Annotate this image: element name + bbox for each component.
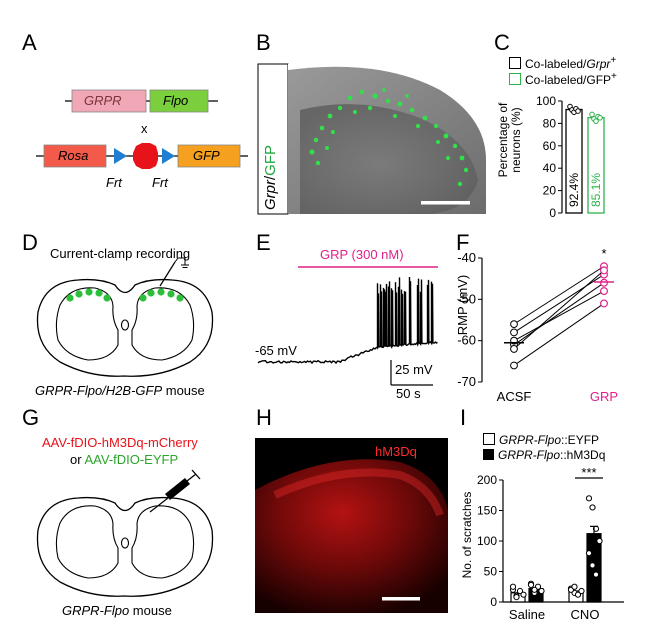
i-point <box>586 496 591 501</box>
i-point <box>579 588 584 593</box>
i-y-tick-label: 200 <box>477 473 497 487</box>
i-point <box>590 563 595 568</box>
i-y-tick-label: 50 <box>484 565 498 579</box>
i-point <box>590 505 595 510</box>
i-point <box>586 551 591 556</box>
i-point <box>521 592 526 597</box>
i-point <box>593 572 598 577</box>
i-x-label: Saline <box>509 607 545 622</box>
i-point <box>532 587 537 592</box>
i-point <box>510 584 515 589</box>
i-x-label: CNO <box>571 607 600 622</box>
i-point <box>597 538 602 543</box>
i-significance: *** <box>581 465 596 480</box>
i-point <box>539 588 544 593</box>
i-point <box>528 582 533 587</box>
i-y-tick-label: 150 <box>477 504 497 518</box>
i-y-tick-label: 100 <box>477 534 497 548</box>
i-point <box>572 584 577 589</box>
i-y-tick-label: 0 <box>490 595 497 609</box>
i-point <box>514 595 519 600</box>
